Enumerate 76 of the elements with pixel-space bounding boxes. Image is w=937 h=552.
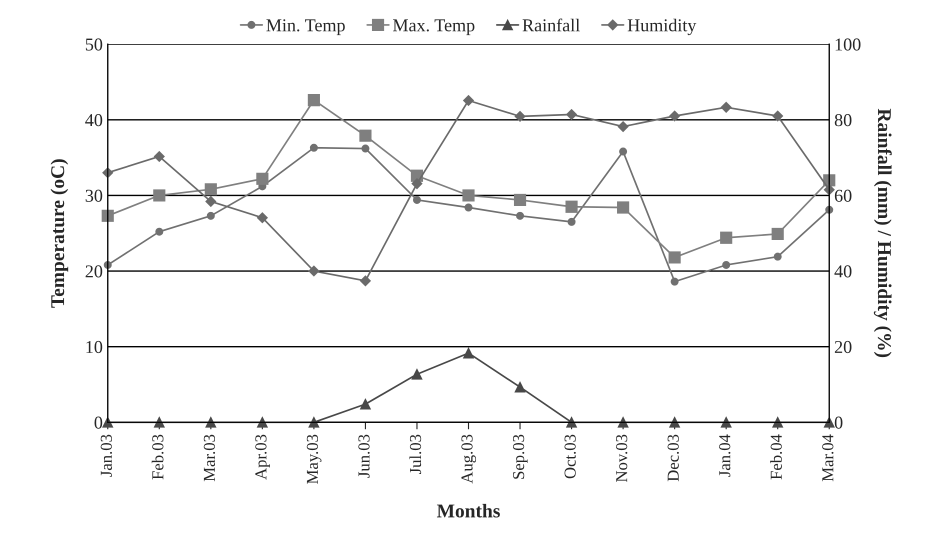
point [308, 266, 320, 276]
point [568, 218, 576, 226]
point [669, 110, 680, 122]
y2-tick-label: 20 [834, 340, 852, 354]
x-axis-title: Months [436, 504, 500, 518]
y-axis-title: Temperature (oC) [50, 159, 68, 308]
y2-tick-label: 100 [836, 38, 860, 51]
point [670, 278, 679, 286]
legend-label: Rainfall [522, 18, 580, 32]
point [772, 228, 784, 240]
x-tick-label: Nov.03 [616, 434, 628, 482]
point [256, 212, 268, 224]
y-tick-label: 40 [85, 114, 102, 126]
x-tick-label: Feb.04 [770, 434, 782, 480]
point [514, 194, 526, 206]
point [412, 368, 422, 380]
point [310, 144, 318, 152]
x-tick-label: Mar.04 [822, 434, 834, 482]
point [668, 251, 681, 264]
x-tick-label: Sep.03 [512, 434, 528, 479]
point [308, 94, 320, 106]
y2-tick-label: 0 [834, 416, 842, 429]
point [514, 110, 526, 122]
point [359, 130, 372, 142]
y-tick-label: 50 [86, 38, 102, 51]
point [566, 109, 577, 120]
point [206, 212, 215, 220]
x-tick-label: May.03 [306, 434, 322, 484]
point [463, 348, 474, 358]
legend-label: Min. Temp [266, 19, 345, 36]
point [772, 110, 784, 122]
x-tick-label: Dec.03 [668, 434, 679, 482]
point [617, 201, 630, 214]
point [256, 172, 268, 185]
legend-label: Humidity [628, 18, 696, 36]
point [516, 212, 524, 220]
point [462, 189, 475, 202]
x-tick-label: Mar.03 [204, 434, 216, 482]
point [102, 210, 114, 222]
y2-axis-title: Rainfall (mm) / Humidity (%) [874, 108, 892, 358]
y-tick-label: 0 [94, 416, 102, 429]
point [360, 398, 371, 410]
point [514, 382, 526, 392]
x-tick-label: Aug.03 [461, 434, 476, 484]
point [412, 178, 422, 190]
y2-tick-label: 40 [834, 265, 852, 278]
point [204, 183, 217, 196]
point [154, 151, 165, 162]
x-tick-label: Oct.03 [564, 434, 576, 478]
y2-tick-label: 60 [834, 190, 852, 202]
point [720, 102, 732, 113]
y-tick-label: 10 [86, 340, 102, 354]
point [464, 204, 472, 212]
point [618, 121, 629, 132]
x-tick-label: Jan.03 [100, 434, 112, 477]
point [361, 144, 370, 153]
legend-label: Max. Temp [393, 19, 474, 36]
point [360, 275, 371, 286]
point [774, 252, 782, 261]
x-tick-label: Jun.03 [358, 434, 370, 478]
point [722, 260, 730, 269]
point [155, 228, 164, 236]
point [205, 196, 216, 207]
point [463, 95, 474, 106]
y-tick-label: 30 [86, 190, 102, 202]
x-tick-label: Feb.03 [152, 434, 164, 480]
point [412, 196, 421, 204]
point [565, 200, 578, 213]
y2-tick-label: 80 [834, 114, 852, 126]
point [619, 148, 628, 156]
point [720, 232, 732, 244]
point [153, 189, 166, 202]
y-tick-label: 20 [86, 265, 102, 278]
x-tick-label: Jan.04 [719, 434, 730, 477]
x-tick-label: Jul.03 [409, 434, 422, 474]
x-tick-label: Apr.03 [255, 434, 270, 480]
